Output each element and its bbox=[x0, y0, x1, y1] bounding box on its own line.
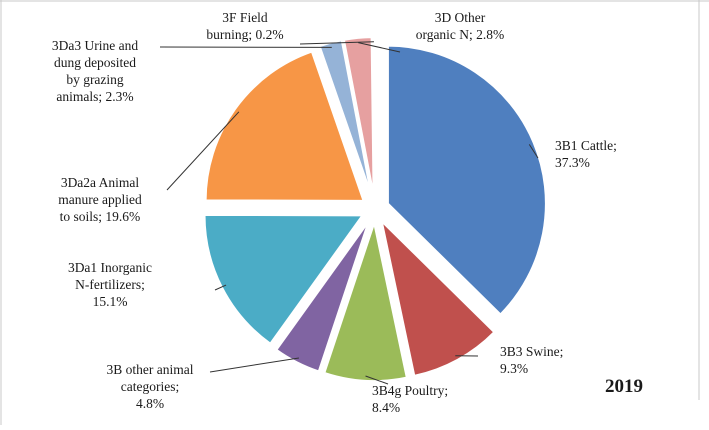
slice-label-4: 3B other animal categories; 4.8% bbox=[107, 362, 194, 411]
slice-label-line: 3D Other bbox=[435, 10, 486, 25]
slice-label-line: 37.3% bbox=[555, 155, 590, 170]
slice-label-line: by grazing bbox=[66, 72, 124, 87]
slice-label-line: 3B4g Poultry; bbox=[372, 383, 448, 398]
slice-label-line: 3F Field bbox=[222, 10, 268, 25]
slice-label-line: 3B3 Swine; bbox=[500, 344, 563, 359]
slice-label-8: 3D Other organic N; 2.8% bbox=[416, 10, 505, 42]
slice-label-line: animals; 2.3% bbox=[56, 89, 133, 104]
slice-label-6: 3Da2a Animal manure applied to soils; 19.6… bbox=[58, 175, 142, 224]
slice-label-line: N-fertilizers; bbox=[75, 277, 145, 292]
year-label: 2019 bbox=[605, 376, 643, 397]
leader-line-4 bbox=[210, 358, 299, 372]
slice-label-9: 3F Field burning; 0.2% bbox=[206, 10, 283, 42]
slice-label-line: 3Da3 Urine and bbox=[52, 38, 138, 53]
slice-label-line: 3Da1 Inorganic bbox=[68, 260, 152, 275]
slice-label-line: categories; bbox=[121, 379, 179, 394]
slice-label-line: to soils; 19.6% bbox=[60, 209, 141, 224]
slice-label-line: 4.8% bbox=[136, 396, 164, 411]
pie-slices bbox=[205, 37, 546, 381]
slice-label-line: 8.4% bbox=[372, 400, 400, 415]
slice-label-1: 3B1 Cattle; 37.3% bbox=[555, 138, 617, 170]
slice-label-line: 3Da2a Animal bbox=[61, 175, 140, 190]
slice-label-5: 3Da1 Inorganic N-fertilizers; 15.1% bbox=[68, 260, 152, 309]
slice-label-7: 3Da3 Urine and dung deposited by grazing an… bbox=[52, 38, 138, 104]
slice-label-line: organic N; 2.8% bbox=[416, 27, 505, 42]
slice-label-3: 3B4g Poultry; 8.4% bbox=[372, 383, 448, 415]
slice-label-line: 15.1% bbox=[93, 294, 128, 309]
slice-label-line: 3B other animal bbox=[107, 362, 194, 377]
slice-label-line: dung deposited bbox=[54, 55, 136, 70]
slice-label-line: 3B1 Cattle; bbox=[555, 138, 617, 153]
slice-label-line: burning; 0.2% bbox=[206, 27, 283, 42]
slice-label-2: 3B3 Swine; 9.3% bbox=[500, 344, 563, 376]
slice-label-line: manure applied bbox=[58, 192, 142, 207]
slice-label-line: 9.3% bbox=[500, 361, 528, 376]
